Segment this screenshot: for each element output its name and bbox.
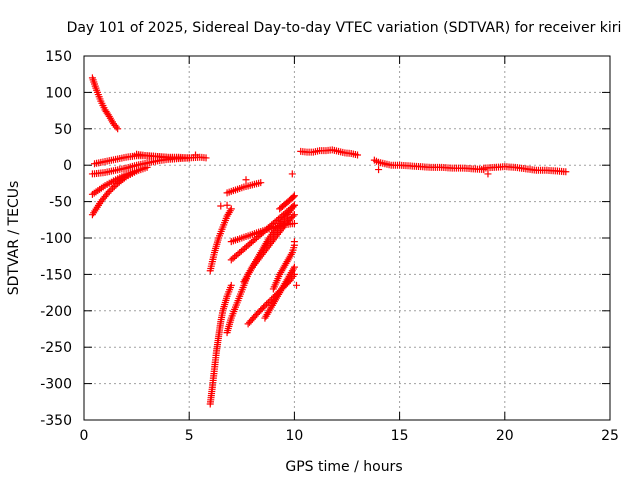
x-tick-label: 15 (391, 428, 409, 444)
data-point (105, 187, 113, 195)
data-point (264, 299, 272, 307)
y-tick-label: -300 (40, 377, 72, 393)
data-point (192, 151, 200, 159)
series-arc-21 (480, 163, 570, 176)
series-arc-17 (269, 241, 298, 293)
series-arc-05 (88, 167, 141, 219)
series-arc-08 (206, 281, 235, 408)
data-point (484, 170, 492, 178)
data-point (354, 151, 362, 159)
series-arc-07 (206, 205, 235, 275)
x-axis-label: GPS time / hours (285, 459, 402, 475)
x-tick-label: 20 (496, 428, 514, 444)
series-arc-14 (248, 211, 298, 271)
data-point (289, 193, 297, 201)
y-tick-label: 50 (54, 122, 72, 138)
data-point (260, 303, 268, 311)
data-point (110, 183, 118, 191)
data-point (261, 302, 269, 310)
y-tick-label: -250 (40, 340, 72, 356)
data-point (107, 186, 115, 194)
tick-labels: 0 5 10 15 20 25 150 100 50 0 -50 -100 -150 -200 -250 -3… (40, 49, 619, 444)
series-arc-20 (370, 156, 488, 174)
series-isolated (192, 151, 492, 289)
data-point (288, 170, 296, 178)
data-point (257, 179, 265, 187)
series-arc-01 (88, 74, 122, 133)
x-tick-label: 0 (80, 428, 89, 444)
data-point (293, 281, 301, 289)
data-point (227, 205, 235, 213)
x-tick-label: 5 (185, 428, 194, 444)
data-point (562, 168, 570, 176)
x-tick-label: 10 (285, 428, 303, 444)
series-arc-06 (133, 150, 210, 162)
data-point (104, 189, 112, 197)
data-point (133, 167, 141, 175)
y-axis-label: SDTVAR / TECUs (6, 181, 22, 296)
data-point (290, 192, 298, 200)
chart-title: Day 101 of 2025, Sidereal Day-to-day VTE… (67, 20, 622, 36)
y-tick-label: 100 (45, 85, 72, 101)
data-point (290, 201, 298, 209)
series-arc-04 (88, 163, 151, 198)
data-points (88, 74, 570, 408)
x-tick-label: 25 (601, 428, 619, 444)
series-arc-19 (297, 146, 362, 159)
series-arc-18 (276, 192, 298, 213)
data-point (242, 176, 250, 184)
data-point (120, 174, 128, 182)
data-point (114, 125, 122, 133)
data-point (290, 211, 298, 219)
y-tick-label: -50 (49, 195, 72, 211)
data-point (290, 219, 298, 227)
data-point (375, 166, 383, 174)
data-point (202, 154, 210, 162)
grid-lines (84, 56, 610, 420)
axes (83, 55, 611, 421)
data-point (109, 184, 117, 192)
data-point (217, 202, 225, 210)
data-point (227, 281, 235, 289)
data-point (289, 212, 297, 220)
data-point (290, 263, 298, 271)
series-arc-16 (261, 263, 298, 322)
data-point (143, 163, 151, 171)
data-point (223, 201, 231, 209)
y-tick-label: -200 (40, 304, 72, 320)
y-tick-label: -350 (40, 413, 72, 429)
y-tick-label: -100 (40, 231, 72, 247)
y-tick-label: 0 (63, 158, 72, 174)
data-point (290, 238, 298, 246)
series-arc-10 (223, 179, 265, 197)
data-point (112, 123, 120, 131)
y-tick-label: 150 (45, 49, 72, 65)
data-point (263, 300, 271, 308)
y-tick-label: -150 (40, 267, 72, 283)
